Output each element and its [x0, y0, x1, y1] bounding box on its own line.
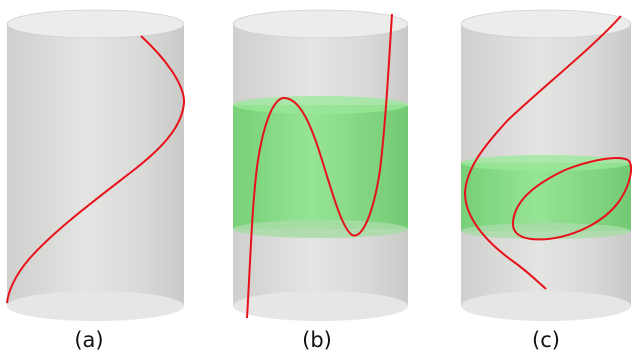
curve-c-arc [463, 15, 622, 290]
band-b [233, 96, 408, 238]
curve-b [246, 13, 393, 319]
panel-b: (b) [232, 9, 409, 352]
curve-c-loop [511, 157, 633, 241]
cylinder-b [232, 9, 409, 321]
cylinder-a-bottom-cap [7, 291, 184, 321]
cylinder-c-top-cap [460, 9, 632, 39]
panel-label-a: (a) [74, 328, 103, 352]
cylinder-c-bottom-cap [461, 291, 631, 321]
band-c [461, 155, 631, 239]
cylinder-b-bottom-cap [233, 291, 408, 321]
panel-a: (a) [6, 9, 186, 352]
curve-a [6, 35, 186, 304]
panel-c: (c) [460, 9, 633, 352]
cylinder-b-top-cap [232, 9, 409, 39]
cylinder-a-top-cap [6, 9, 185, 39]
cylinder-c [460, 9, 632, 321]
panel-label-c: (c) [532, 328, 560, 352]
cylinder-a [6, 9, 185, 321]
panel-label-b: (b) [302, 328, 332, 352]
